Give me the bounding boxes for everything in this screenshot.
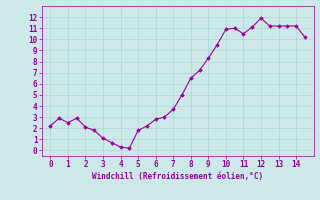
X-axis label: Windchill (Refroidissement éolien,°C): Windchill (Refroidissement éolien,°C) [92, 172, 263, 181]
